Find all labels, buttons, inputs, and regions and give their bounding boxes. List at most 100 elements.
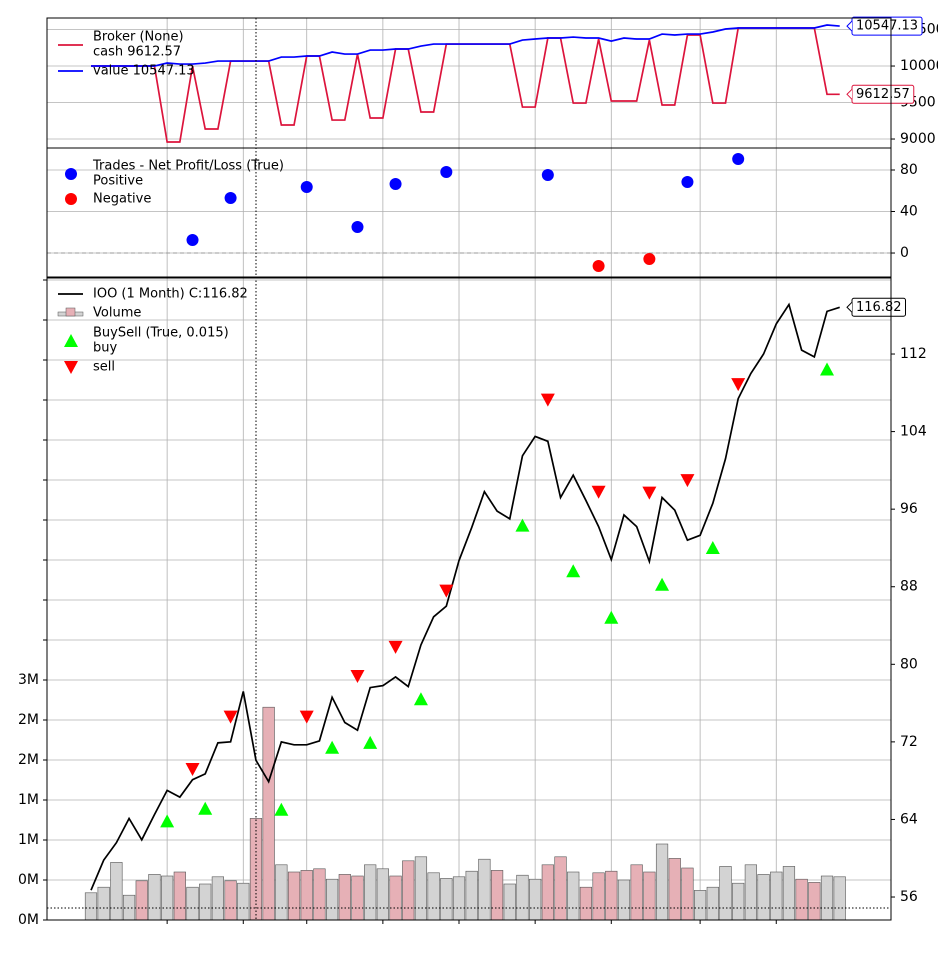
y2-tick-label: 2M [18, 752, 39, 768]
volume-bar [161, 875, 174, 921]
volume-bar [782, 866, 796, 921]
volume-bar [744, 864, 757, 921]
legend-label: Negative [93, 192, 151, 207]
volume-bar [364, 864, 377, 921]
buy-marker [705, 540, 720, 554]
volume-bar [795, 878, 808, 921]
volume-bar [110, 862, 123, 921]
volume-bar [452, 876, 466, 921]
volume-bar [617, 879, 631, 921]
value-box-pointer [846, 88, 853, 100]
volume-bar [655, 843, 669, 921]
volume-bar [478, 858, 491, 921]
y2-tick-label: 0M [18, 912, 39, 928]
plot-area [47, 18, 891, 148]
volume-bar [490, 870, 504, 921]
volume-bar [326, 878, 339, 921]
sell-marker [439, 584, 454, 598]
volume-bar [97, 886, 110, 921]
value-label: 116.82 [856, 300, 902, 315]
volume-bar [300, 870, 313, 921]
plot-frame [46, 277, 892, 921]
plot-frame [46, 147, 892, 278]
legend-title: BuySell (True, 0.015) [93, 326, 229, 341]
volume-bar [440, 878, 453, 921]
volume-bar [313, 868, 326, 921]
y-tick-label: 56 [900, 889, 918, 905]
sell-marker [223, 710, 238, 724]
legend-label: buy [93, 341, 117, 356]
y-tick-label: 96 [900, 501, 918, 517]
buy-marker [515, 518, 530, 532]
buy-marker [604, 610, 619, 624]
volume-bar [732, 882, 745, 921]
y-tick-label: 64 [900, 811, 918, 827]
trade-point [300, 181, 313, 194]
sell-marker [642, 486, 657, 500]
volume-bar [719, 866, 732, 921]
volume-bar [770, 871, 783, 921]
legend-label: Volume [93, 306, 141, 321]
trade-point [186, 234, 199, 247]
legend-swatch [65, 168, 77, 180]
trade-point [351, 220, 364, 233]
trade-point [440, 165, 453, 178]
volume-bar [567, 871, 580, 921]
volume-bar [148, 874, 161, 921]
sell-marker [591, 485, 606, 499]
buy-marker [198, 801, 213, 815]
volume-bar [262, 706, 275, 921]
y-tick-label: 88 [900, 579, 918, 595]
legend-swatch [64, 361, 78, 374]
volume-bar [668, 858, 681, 921]
volume-bar [503, 883, 516, 921]
volume-bar [554, 856, 567, 921]
buy-marker [325, 740, 340, 754]
y-tick-label: 10000 [900, 58, 938, 74]
volume-bar [833, 876, 846, 921]
volume-bar [706, 886, 719, 921]
volume-bar [427, 872, 440, 921]
volume-bar [516, 874, 529, 921]
buy-marker [820, 362, 835, 376]
y-tick-label: 112 [900, 346, 927, 362]
volume-bar [351, 875, 364, 921]
trade-point [732, 153, 745, 166]
y2-tick-label: 1M [18, 832, 39, 848]
volume-bar [199, 883, 212, 921]
buy-marker [413, 692, 428, 706]
buy-marker [655, 577, 670, 591]
volume-bar [224, 880, 237, 921]
buy-marker [363, 735, 378, 749]
volume-bar [643, 871, 656, 921]
buy-marker [274, 802, 289, 816]
trade-point [224, 192, 237, 205]
y2-tick-label: 3M [18, 672, 39, 688]
legend-label: sell [93, 360, 115, 375]
legend-label: IOO (1 Month) C:116.82 [93, 287, 248, 302]
volume-bar [338, 874, 351, 921]
legend-label: value 10547.13 [93, 64, 195, 79]
legend-title: Broker (None) [93, 30, 184, 45]
series-line [90, 302, 840, 891]
volume-bar [529, 878, 542, 921]
sell-marker [388, 640, 403, 654]
y-tick-label: 104 [900, 424, 927, 440]
trade-point [389, 178, 402, 191]
volume-bar [757, 874, 770, 921]
trade-point [592, 259, 605, 272]
volume-bar [211, 876, 225, 921]
volume-bar [173, 871, 186, 921]
value-label: 10547.13 [856, 19, 918, 34]
trade-point [643, 253, 656, 266]
y-tick-label: 72 [900, 734, 918, 750]
y2-tick-label: 2M [18, 712, 39, 728]
volume-bar [287, 871, 301, 921]
volume-bar [414, 856, 428, 921]
volume-bar [579, 886, 593, 921]
y-tick-label: 80 [900, 656, 918, 672]
legend-swatch [65, 193, 77, 205]
sell-marker [299, 710, 314, 724]
plot-area [47, 278, 891, 920]
